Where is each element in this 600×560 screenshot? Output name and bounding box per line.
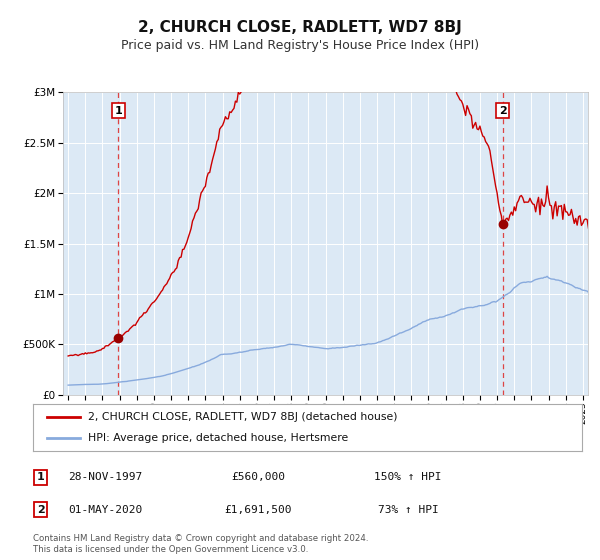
Text: HPI: Average price, detached house, Hertsmere: HPI: Average price, detached house, Hert… (88, 433, 348, 444)
Text: 01-MAY-2020: 01-MAY-2020 (68, 505, 142, 515)
Text: 2, CHURCH CLOSE, RADLETT, WD7 8BJ (detached house): 2, CHURCH CLOSE, RADLETT, WD7 8BJ (detac… (88, 412, 397, 422)
Text: This data is licensed under the Open Government Licence v3.0.: This data is licensed under the Open Gov… (33, 545, 308, 554)
Text: 2: 2 (37, 505, 44, 515)
Text: Price paid vs. HM Land Registry's House Price Index (HPI): Price paid vs. HM Land Registry's House … (121, 39, 479, 52)
Text: 1: 1 (37, 472, 44, 482)
Text: 28-NOV-1997: 28-NOV-1997 (68, 472, 142, 482)
Text: 2, CHURCH CLOSE, RADLETT, WD7 8BJ: 2, CHURCH CLOSE, RADLETT, WD7 8BJ (138, 20, 462, 35)
Text: 150% ↑ HPI: 150% ↑ HPI (374, 472, 442, 482)
Text: Contains HM Land Registry data © Crown copyright and database right 2024.: Contains HM Land Registry data © Crown c… (33, 534, 368, 543)
Text: 73% ↑ HPI: 73% ↑ HPI (377, 505, 439, 515)
Text: £1,691,500: £1,691,500 (224, 505, 292, 515)
Text: £560,000: £560,000 (231, 472, 285, 482)
Text: 2: 2 (499, 105, 506, 115)
Text: 1: 1 (115, 105, 122, 115)
